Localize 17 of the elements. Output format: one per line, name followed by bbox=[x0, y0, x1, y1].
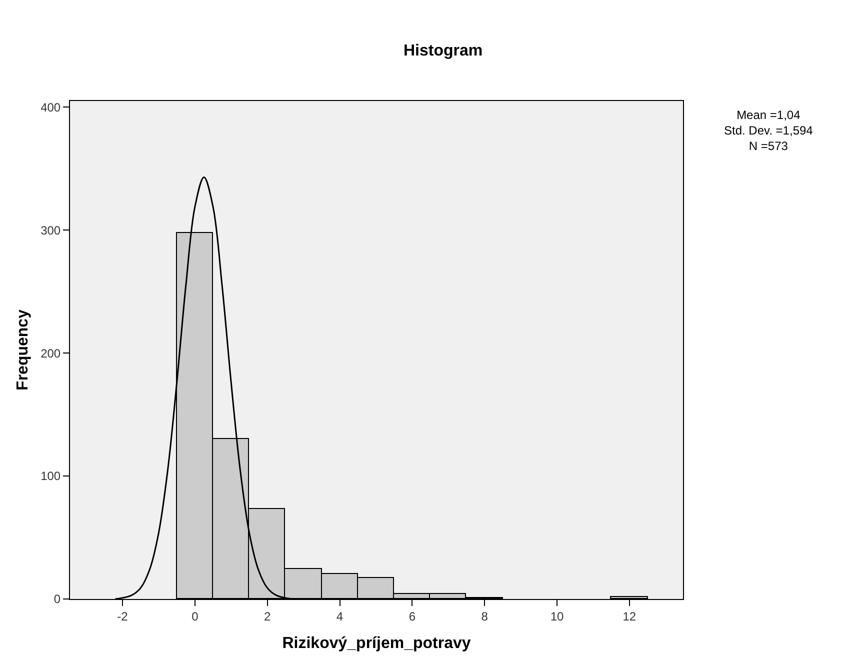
x-tick-label: 6 bbox=[408, 609, 416, 624]
y-tick-label: 100 bbox=[40, 469, 61, 484]
text: Mean =1,04 Std. Dev. =1,594 N =573 bbox=[724, 108, 814, 154]
x-tick-label: 10 bbox=[550, 609, 564, 624]
x-tick-label: 0 bbox=[192, 609, 199, 624]
x-tick-label: -2 bbox=[117, 609, 128, 624]
chart-title: Histogram bbox=[403, 42, 483, 60]
x-tick-label: 8 bbox=[481, 609, 488, 624]
x-tick-label: 4 bbox=[336, 609, 344, 624]
y-axis-title: Frequency bbox=[14, 309, 32, 390]
y-tick-label: 0 bbox=[54, 592, 61, 606]
y-tick-label: 300 bbox=[40, 223, 61, 238]
y-tick-label: 400 bbox=[40, 100, 61, 114]
x-axis-title: Rizikový_príjem_potravy bbox=[282, 635, 471, 652]
y-tick-label: 200 bbox=[40, 346, 61, 360]
x-tick-label: 12 bbox=[622, 609, 636, 624]
x-tick-label: 2 bbox=[264, 609, 271, 624]
